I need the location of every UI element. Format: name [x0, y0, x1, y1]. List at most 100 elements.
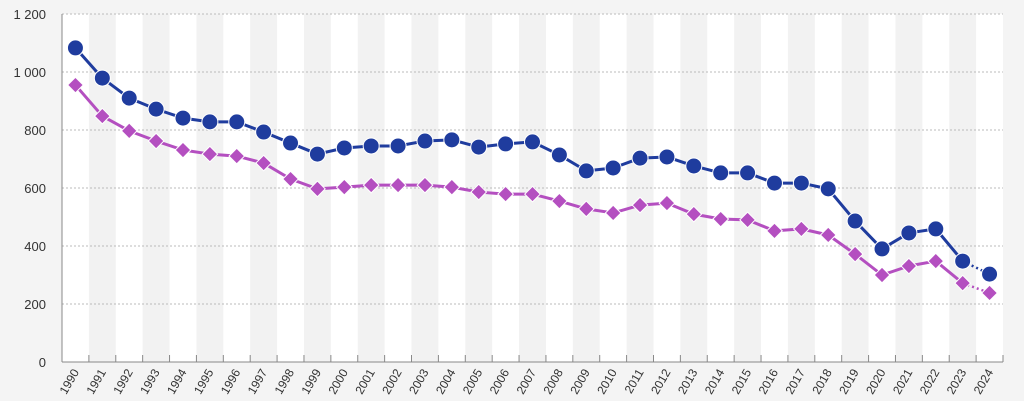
x-tick-label: 2009 — [567, 366, 593, 396]
series-diamond-point — [470, 183, 488, 201]
series-circle-point — [577, 162, 595, 180]
series-diamond-point — [389, 176, 407, 194]
series-diamond-point — [712, 210, 730, 228]
series-circle-point — [201, 113, 219, 131]
x-tick-label: 1991 — [83, 366, 109, 396]
series-circle-point — [658, 148, 676, 166]
x-tick-label: 2016 — [756, 366, 782, 396]
y-tick-label: 1 000 — [13, 65, 46, 80]
series-diamond-point — [147, 132, 165, 150]
x-tick-label: 2008 — [541, 366, 567, 396]
series-diamond-point — [335, 178, 353, 196]
series-circle-point — [228, 113, 246, 131]
x-tick-label: 1998 — [272, 366, 298, 396]
x-tick-label: 2019 — [836, 366, 862, 396]
series-diamond-point — [416, 176, 434, 194]
series-diamond-point — [93, 107, 111, 125]
series-diamond-point — [443, 178, 461, 196]
x-tick-label: 2003 — [406, 366, 432, 396]
series-circle-point — [927, 220, 945, 238]
x-tick-label: 2021 — [890, 366, 916, 396]
series-circle-point — [765, 174, 783, 192]
series-diamond-point — [685, 205, 703, 223]
series-diamond-point — [900, 257, 918, 275]
series-circle-point — [873, 240, 891, 258]
series-diamond-point — [255, 154, 273, 172]
series-circle-point — [416, 132, 434, 150]
series-diamond-point — [362, 176, 380, 194]
x-tick-label: 2014 — [702, 366, 728, 396]
series-diamond-line — [74, 84, 964, 285]
series-circle-point — [174, 109, 192, 127]
x-tick-label: 2006 — [487, 366, 513, 396]
series-diamond-point — [658, 194, 676, 212]
x-tick-label: 1992 — [110, 366, 136, 396]
x-tick-label: 2018 — [809, 366, 835, 396]
series-diamond-point — [577, 200, 595, 218]
x-tick-label: 2015 — [729, 366, 755, 396]
series-diamond-point — [497, 185, 515, 203]
series-circle-point — [954, 252, 972, 270]
series-circle-point — [524, 133, 541, 151]
series-diamond-point — [792, 220, 810, 238]
series-circle-point — [147, 100, 165, 118]
y-tick-label: 200 — [24, 297, 46, 312]
y-tick-label: 600 — [24, 181, 46, 196]
series-diamond-point — [228, 147, 246, 165]
y-tick-label: 0 — [39, 355, 46, 370]
x-tick-label: 1999 — [299, 366, 325, 396]
series-circle-point — [631, 149, 649, 167]
x-tick-label: 2020 — [863, 366, 889, 396]
series-diamond-point — [873, 266, 891, 284]
series-circle-point — [335, 139, 353, 157]
series-circle-point — [120, 89, 138, 107]
x-tick-label: 2005 — [460, 366, 486, 396]
series-circle-point — [900, 224, 918, 242]
x-tick-label: 2007 — [514, 366, 540, 396]
x-tick-label: 1993 — [137, 366, 163, 396]
series-circle-point — [792, 174, 810, 192]
series-circle-point — [255, 123, 273, 141]
series-circle-point — [819, 180, 837, 198]
series-diamond-point — [66, 76, 84, 94]
series-diamond-point — [765, 222, 783, 240]
x-tick-label: 2017 — [782, 366, 808, 396]
series-diamond-point — [604, 204, 622, 222]
x-tick-label: 1997 — [245, 366, 271, 396]
series-circle-point — [362, 137, 380, 155]
series-diamond-point — [282, 170, 300, 188]
series-diamond-point — [981, 284, 999, 302]
x-tick-label: 2001 — [352, 366, 378, 396]
series-circle-point — [389, 137, 407, 155]
series-diamond-point — [954, 274, 972, 292]
series-diamond-point — [739, 211, 757, 229]
x-tick-label: 2004 — [433, 366, 459, 396]
series-diamond-point — [308, 180, 326, 198]
y-tick-label: 1 200 — [13, 7, 46, 22]
series-diamond-point — [201, 145, 219, 163]
x-tick-label: 2000 — [325, 366, 351, 396]
x-tick-label: 2024 — [971, 366, 997, 396]
series-circle-point — [550, 146, 568, 164]
x-tick-label: 2002 — [379, 366, 405, 396]
x-tick-label: 2022 — [917, 366, 943, 396]
x-tick-label: 2011 — [622, 366, 647, 396]
series-diamond-point — [819, 226, 837, 244]
series-diamond-point — [550, 192, 568, 210]
x-tick-label: 2023 — [944, 366, 970, 396]
x-tick-label: 2010 — [594, 366, 620, 396]
series-circle-line — [74, 46, 964, 263]
y-tick-label: 800 — [24, 123, 46, 138]
series-circle-point — [739, 164, 757, 182]
series-diamond-point — [631, 196, 649, 214]
series-circle-point — [308, 145, 326, 163]
x-tick-label: 2013 — [675, 366, 701, 396]
x-tick-label: 1990 — [57, 366, 83, 396]
series-diamond-point — [927, 252, 945, 270]
series-circle-point — [604, 159, 622, 177]
series-circle-point — [685, 157, 703, 175]
series-diamond-point — [846, 245, 864, 263]
series-circle-point — [93, 69, 111, 87]
y-tick-label: 400 — [24, 239, 46, 254]
